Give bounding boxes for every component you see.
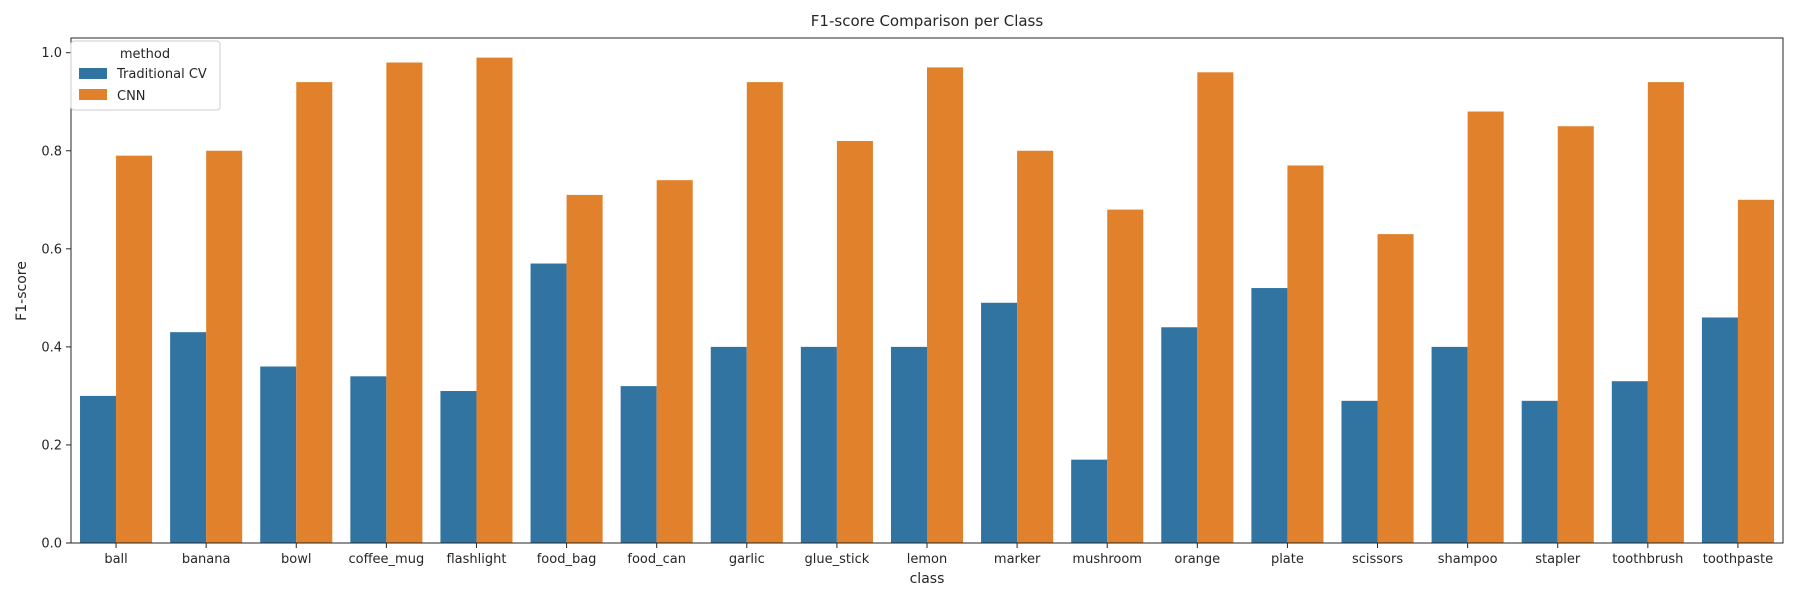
legend-swatch-traditional-cv [79,68,107,79]
x-tick-label-garlic: garlic [729,552,765,567]
bar-cnn-marker [1017,150,1054,543]
x-tick-label-coffee-mug: coffee_mug [349,552,425,567]
bar-traditional-cv-plate [1251,288,1288,543]
bar-cnn-coffee-mug [386,62,423,543]
x-tick-label-ball: ball [104,552,127,567]
chart-title: F1-score Comparison per Class [811,12,1044,30]
legend-label-cnn: CNN [117,89,146,104]
x-axis-label: class [910,571,945,587]
bar-cnn-toothbrush [1647,82,1684,543]
x-tick-label-food-bag: food_bag [537,552,597,567]
plot-frame [70,37,1784,544]
bar-traditional-cv-flashlight [440,391,477,543]
y-tick-label: 0.2 [41,438,62,453]
bar-traditional-cv-banana [170,332,207,543]
legend: method Traditional CV CNN [70,40,221,111]
bar-cnn-plate [1287,165,1324,544]
y-tick-label: 0.0 [41,537,62,552]
bar-cnn-ball [116,155,153,544]
legend-title: method [120,47,170,62]
y-tick-label: 0.6 [41,242,62,257]
bar-cnn-food-bag [566,194,603,543]
x-tick-label-plate: plate [1271,552,1304,567]
bar-traditional-cv-orange [1161,327,1198,543]
x-tick-label-toothbrush: toothbrush [1612,552,1683,567]
bar-cnn-lemon [927,67,964,544]
x-tick-label-orange: orange [1174,552,1220,567]
bar-cnn-scissors [1377,234,1414,543]
bar-traditional-cv-garlic [710,346,747,543]
axes-layer: ball banana bowl coffee_mug flashlight food_b… [41,37,1784,567]
bar-traditional-cv-toothpaste [1701,317,1738,543]
bar-traditional-cv-marker [981,302,1018,543]
x-tick-label-banana: banana [182,552,231,567]
bar-cnn-garlic [746,82,783,543]
bar-cnn-glue-stick [836,140,873,543]
bar-cnn-toothpaste [1737,199,1774,544]
bar-traditional-cv-coffee-mug [350,376,387,543]
x-tick-label-toothpaste: toothpaste [1703,552,1773,567]
y-tick-label: 0.4 [41,340,62,355]
x-tick-label-food-can: food_can [627,552,686,567]
bar-cnn-shampoo [1467,111,1504,543]
x-tick-label-shampoo: shampoo [1438,552,1498,567]
bar-traditional-cv-toothbrush [1611,381,1648,543]
bar-cnn-bowl [296,82,333,543]
bar-traditional-cv-scissors [1341,400,1378,543]
bar-traditional-cv-stapler [1521,400,1558,543]
x-tick-label-marker: marker [994,552,1041,567]
x-tick-label-scissors: scissors [1352,552,1403,567]
bar-cnn-food-can [656,180,693,543]
x-tick-label-stapler: stapler [1535,552,1581,567]
legend-label-traditional-cv: Traditional CV [116,67,207,82]
bar-traditional-cv-food-can [620,386,657,543]
x-tick-label-glue-stick: glue_stick [805,552,870,567]
legend-swatch-cnn [79,89,107,100]
legend-frame [70,40,221,111]
bar-traditional-cv-glue-stick [800,346,837,543]
y-tick-label: 0.8 [41,144,62,159]
x-tick-label-flashlight: flashlight [446,552,506,567]
bar-traditional-cv-mushroom [1071,459,1108,543]
bar-cnn-mushroom [1107,209,1144,543]
x-tick-label-mushroom: mushroom [1072,552,1142,567]
bar-cnn-flashlight [476,57,513,544]
bar-cnn-stapler [1557,126,1594,543]
y-axis-label: F1-score [14,261,30,321]
x-tick-label-lemon: lemon [907,552,947,567]
y-tick-label: 1.0 [41,46,62,61]
bar-traditional-cv-bowl [260,366,297,543]
bars-layer [80,57,1774,544]
bar-traditional-cv-ball [80,395,117,543]
bar-traditional-cv-lemon [890,346,927,543]
bar-cnn-banana [206,150,243,543]
bar-cnn-orange [1197,72,1234,543]
bar-traditional-cv-shampoo [1431,346,1468,543]
x-tick-label-bowl: bowl [281,552,311,567]
bar-traditional-cv-food-bag [530,263,567,543]
